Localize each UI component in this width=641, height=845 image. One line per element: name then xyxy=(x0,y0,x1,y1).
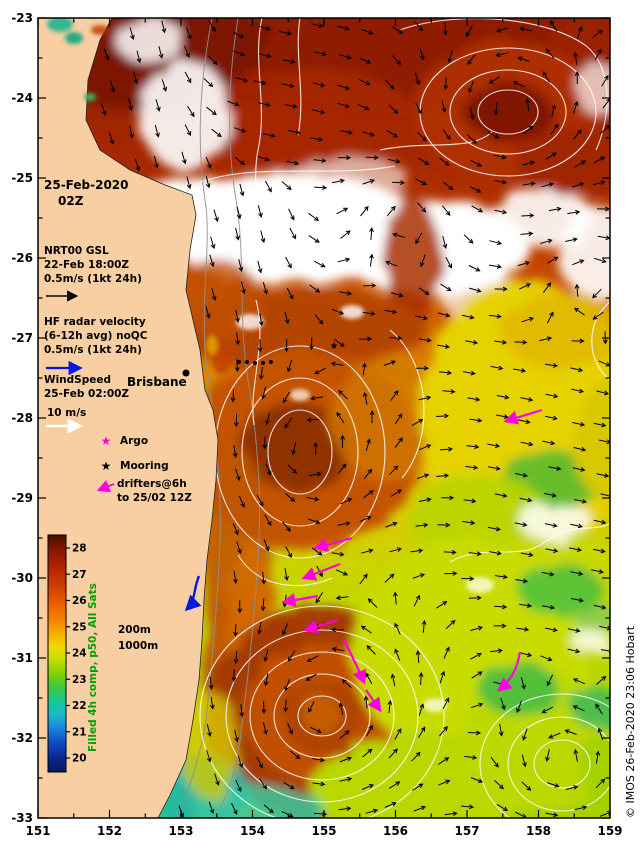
coastline xyxy=(38,18,219,818)
mooring-dot xyxy=(245,360,249,364)
current-vector-arrows xyxy=(101,20,610,818)
y-tick-label: -33 xyxy=(11,811,33,825)
drifter-arrow-icon xyxy=(96,480,115,493)
mooring-star-icon: ★ xyxy=(330,341,339,352)
wind-legend-line1: WindSpeed xyxy=(44,374,111,386)
x-tick-label: 158 xyxy=(526,824,551,838)
colorbar-tick-label: 28 xyxy=(72,543,87,555)
gsl-legend-line3: 0.5m/s (1kt 24h) xyxy=(44,273,142,285)
wind-legend-line2: 25-Feb 02:00Z xyxy=(44,388,129,400)
hf-radar-arrow-map xyxy=(184,575,202,612)
drifter-tracks xyxy=(281,408,543,713)
colorbar-tick-label: 27 xyxy=(72,569,87,581)
y-tick-label: -27 xyxy=(11,331,33,345)
y-tick-label: -23 xyxy=(11,11,33,25)
y-tick-label: -32 xyxy=(11,731,33,745)
argo-star-icon: ★ xyxy=(101,434,112,448)
time-label: 02Z xyxy=(58,194,84,208)
colorbar-tick-label: 23 xyxy=(72,674,87,686)
x-tick-label: 153 xyxy=(168,824,193,838)
y-tick-label: -26 xyxy=(11,251,33,265)
x-tick-label: 156 xyxy=(383,824,408,838)
x-tick-label: 159 xyxy=(597,824,622,838)
city-label-brisbane: Brisbane xyxy=(127,375,187,389)
mooring-dot xyxy=(261,361,265,365)
depth-1000m-label: 1000m xyxy=(118,640,158,652)
y-tick-label: -29 xyxy=(11,491,33,505)
hf-legend-line1: HF radar velocity xyxy=(44,316,146,328)
x-tick-label: 151 xyxy=(25,824,50,838)
mooring-dot xyxy=(253,361,257,365)
x-tick-label: 157 xyxy=(454,824,479,838)
x-tick-label: 154 xyxy=(240,824,265,838)
x-axis-labels: 151 152 153 154 155 156 157 158 159 xyxy=(25,824,622,838)
colorbar-title: Filled 4h comp, p50, All Sats xyxy=(87,583,99,752)
hf-legend-line2: (6-12h avg) noQC xyxy=(44,330,148,342)
y-axis-labels: -23 -24 -25 -26 -27 -28 -29 -30 -31 -32 -33 xyxy=(11,11,33,825)
colorbar: 28 27 26 25 24 23 22 21 20 Filled 4h comp, p50, … xyxy=(47,534,99,773)
gsl-legend-line1: NRT00 GSL xyxy=(44,245,109,257)
colorbar-tick-label: 21 xyxy=(72,726,87,738)
wind-legend-line3: 10 m/s xyxy=(47,407,86,419)
x-tick-label: 155 xyxy=(311,824,336,838)
mooring-label: Mooring xyxy=(120,460,169,472)
axis-ticks xyxy=(37,17,611,819)
colorbar-gradient xyxy=(47,534,67,773)
y-tick-label: -31 xyxy=(11,651,33,665)
brisbane-dot xyxy=(182,369,190,377)
y-tick-label: -28 xyxy=(11,411,33,425)
colorbar-tick-label: 24 xyxy=(72,648,87,660)
drifters-line1: drifters@6h xyxy=(117,478,187,490)
date-label: 25-Feb-2020 xyxy=(44,178,129,192)
mooring-dot xyxy=(269,360,273,364)
hf-legend-line3: 0.5m/s (1kt 24h) xyxy=(44,344,142,356)
y-tick-label: -25 xyxy=(11,171,33,185)
gsl-legend-line2: 22-Feb 18:00Z xyxy=(44,259,129,271)
mooring-dot xyxy=(237,360,241,364)
colorbar-tick-label: 26 xyxy=(72,595,87,607)
y-tick-label: -24 xyxy=(11,91,33,105)
y-tick-label: -30 xyxy=(11,571,33,585)
land-layer xyxy=(38,18,219,818)
depth-200m-label: 200m xyxy=(118,624,151,636)
legend-block: 25-Feb-2020 02Z NRT00 GSL 22-Feb 18:00Z … xyxy=(44,178,192,652)
colorbar-tick-label: 25 xyxy=(72,621,87,633)
mooring-star-icon: ★ xyxy=(101,459,112,473)
coastal-shallow-water xyxy=(47,18,109,101)
x-tick-label: 152 xyxy=(97,824,122,838)
colorbar-ticks: 28 27 26 25 24 23 22 21 20 xyxy=(66,543,87,765)
credit-text: © IMOS 26-Feb-2020 23:06 Hobart xyxy=(624,625,637,818)
drifters-line2: to 25/02 12Z xyxy=(117,492,192,504)
argo-label: Argo xyxy=(120,435,148,447)
station-markers: ★ xyxy=(182,341,339,377)
colorbar-tick-label: 22 xyxy=(72,700,87,712)
colorbar-tick-label: 20 xyxy=(72,753,87,765)
ssh-contours xyxy=(199,18,610,818)
